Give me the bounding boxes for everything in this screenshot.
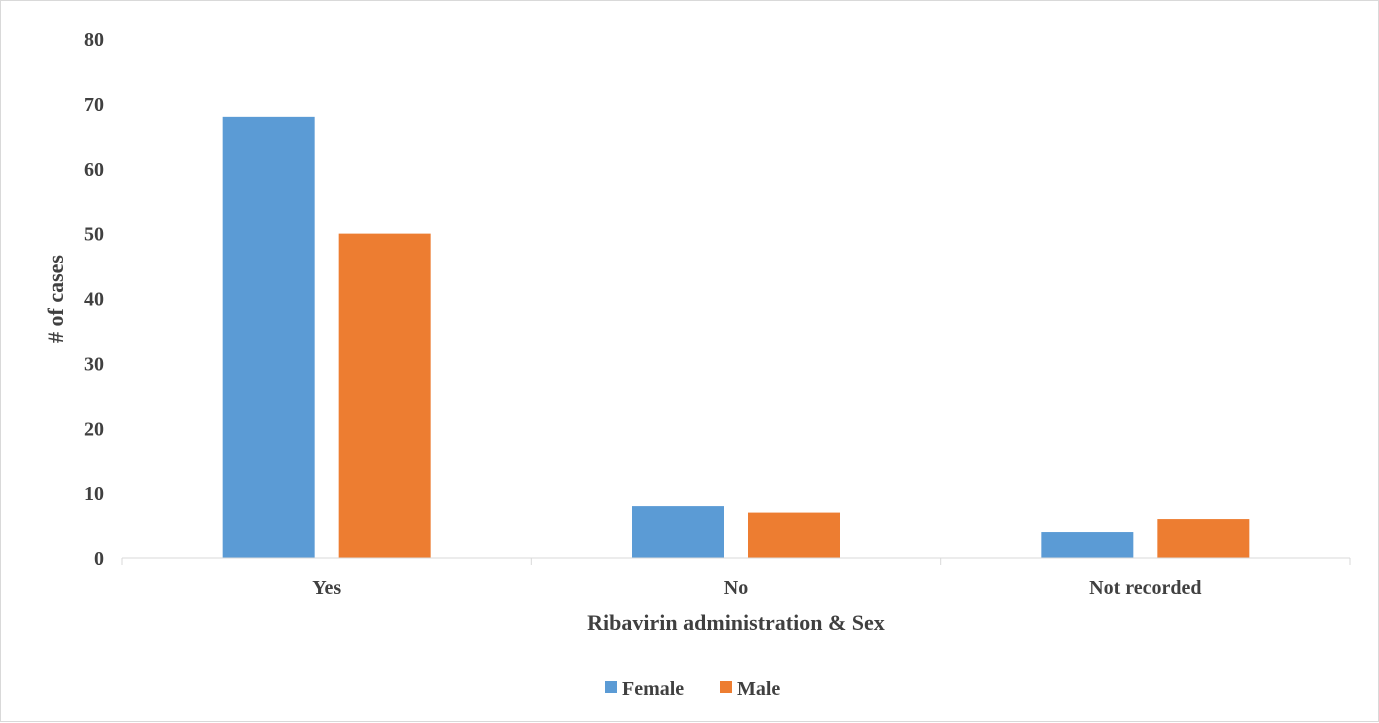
y-tick-label: 40 [84, 289, 104, 311]
bar-female-no [632, 506, 724, 558]
bar-male-no [748, 513, 840, 558]
legend: Female Male [605, 678, 780, 700]
y-tick-label: 10 [84, 483, 104, 505]
y-axis-title: # of cases [43, 255, 68, 343]
bar-male-yes [339, 234, 431, 558]
y-tick-label: 60 [84, 159, 104, 181]
bars-group [223, 117, 1250, 558]
y-tick-label: 80 [84, 29, 104, 51]
bar-female-yes [223, 117, 315, 558]
y-tick-label: 20 [84, 418, 104, 440]
legend-swatch-female [605, 681, 617, 693]
x-tick-label: No [724, 577, 748, 599]
x-axis-title: Ribavirin administration & Sex [587, 610, 885, 635]
y-tick-label: 30 [84, 353, 104, 375]
legend-swatch-male [720, 681, 732, 693]
legend-label-female: Female [622, 678, 684, 700]
bar-female-not-recorded [1041, 532, 1133, 558]
legend-label-male: Male [737, 678, 780, 700]
y-tick-label: 0 [94, 548, 104, 570]
bar-male-not-recorded [1157, 519, 1249, 558]
x-tick-label: Yes [312, 577, 341, 599]
x-tick-label: Not recorded [1089, 577, 1201, 599]
y-tick-label: 70 [84, 94, 104, 116]
y-tick-label: 50 [84, 224, 104, 246]
x-axis-ticks: Yes No Not recorded [122, 558, 1350, 599]
y-axis-ticks: 0 10 20 30 40 50 60 70 80 [84, 29, 104, 570]
